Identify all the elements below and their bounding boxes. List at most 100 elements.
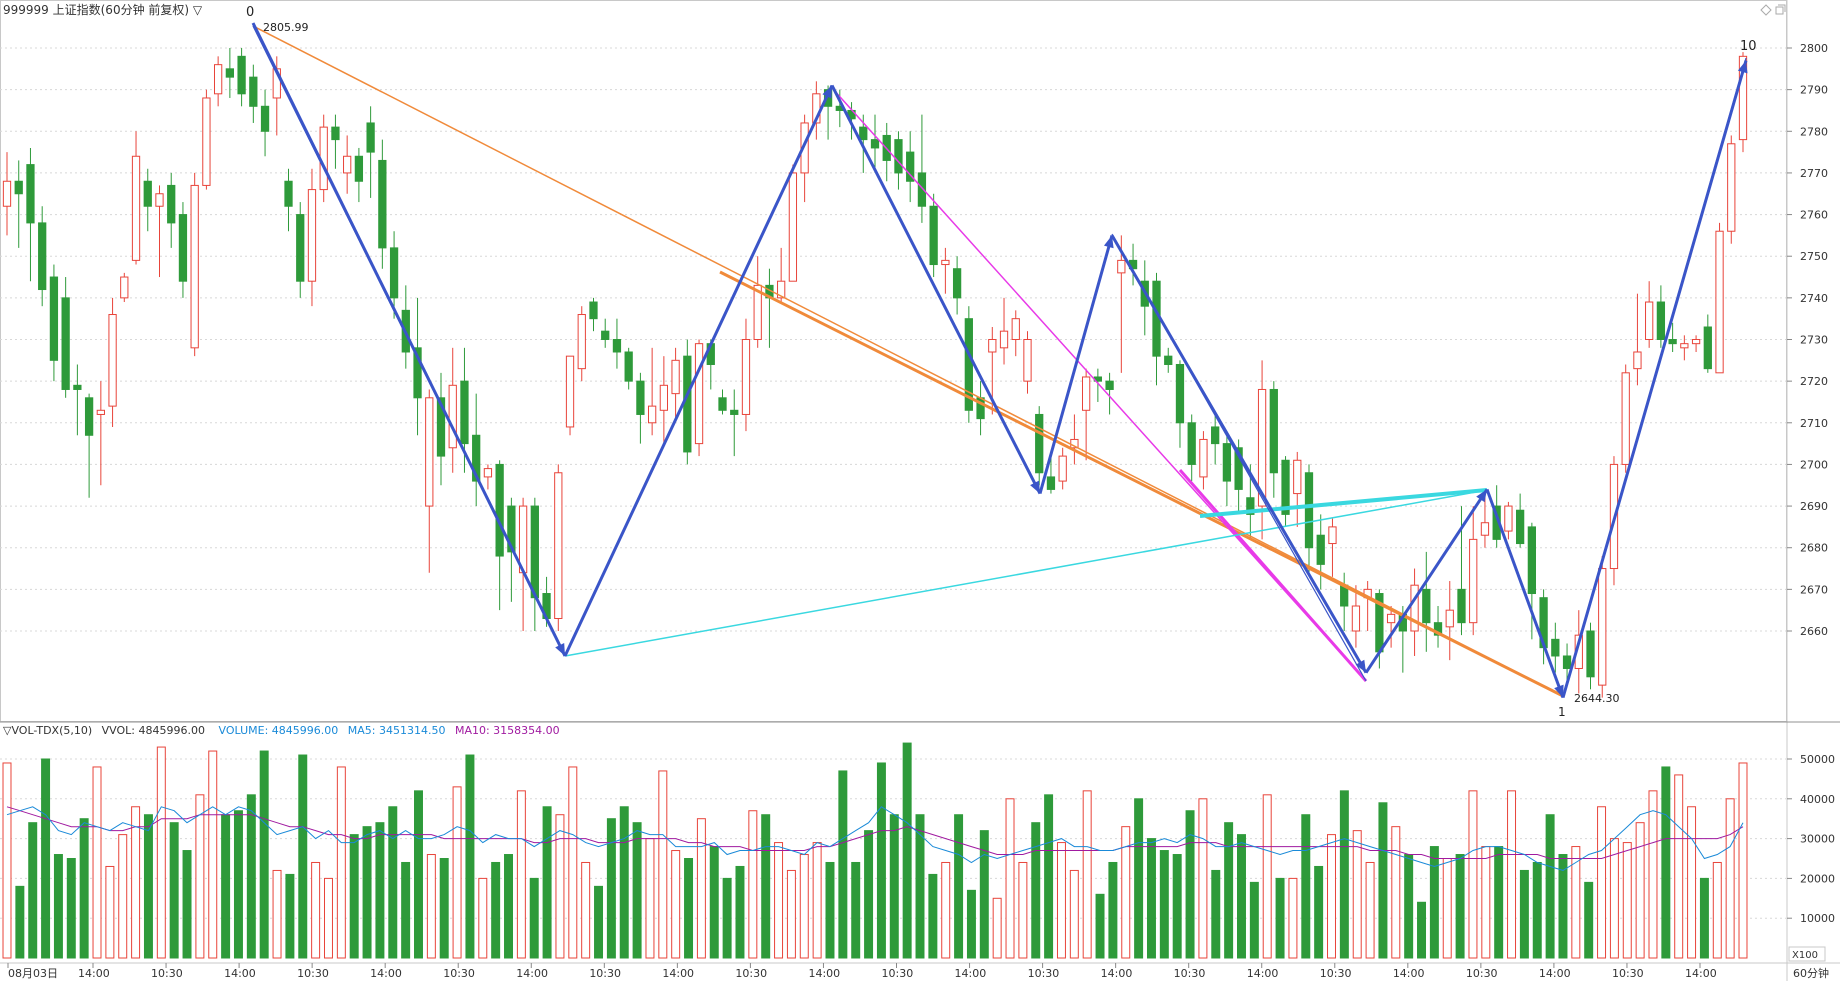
candle [202, 97, 211, 186]
volume-bar [606, 818, 616, 959]
wave-arrowhead [1030, 480, 1040, 494]
candle [1199, 438, 1208, 478]
candle [1046, 476, 1056, 490]
candle [1328, 526, 1337, 545]
volume-bar [1661, 766, 1671, 959]
candle [1738, 55, 1748, 141]
time-tick-label: 10:30 [1320, 967, 1352, 980]
candle [1211, 426, 1220, 445]
legend-vvol: VVOL: 4845996.00 [102, 724, 205, 737]
candle [1316, 534, 1325, 565]
candle [1081, 376, 1091, 411]
volume-bar [992, 897, 1002, 959]
candle [1621, 372, 1630, 465]
time-tick-label: 10:30 [589, 967, 621, 980]
candle [448, 384, 457, 449]
volume-bar [426, 854, 436, 959]
volume-bar [1738, 762, 1748, 959]
candle [859, 126, 868, 141]
time-tick-label: 14:00 [662, 967, 694, 980]
candle [1281, 459, 1290, 515]
volume-bar [1108, 861, 1118, 959]
volume-tick-label: 10000 [1800, 912, 1835, 925]
candle [331, 126, 340, 141]
candle [413, 347, 422, 399]
volume-bar [336, 766, 346, 959]
volume-bar [594, 885, 604, 959]
candle [460, 380, 469, 445]
volume-bar [105, 865, 115, 959]
candle [1187, 422, 1196, 465]
volume-bar [696, 818, 706, 959]
volume-bar [1044, 794, 1054, 959]
wave-segment [1485, 488, 1565, 699]
candle [671, 359, 680, 395]
volume-bar [1571, 846, 1581, 959]
wave-arrowhead [1355, 659, 1366, 673]
volume-bar [465, 754, 475, 959]
wave-segment [563, 84, 834, 657]
candle [26, 164, 35, 224]
wave-label-low: 1 [1558, 705, 1566, 719]
candle [120, 276, 129, 299]
candle [1598, 568, 1607, 686]
magenta-trend-line-thick [1178, 469, 1368, 682]
volume-bar [1224, 822, 1234, 959]
volume-bar [311, 861, 321, 959]
volume-bar [195, 794, 205, 959]
volume-bar-series [2, 742, 1748, 959]
volume-bar [1378, 802, 1388, 959]
price-tick-label: 2660 [1800, 625, 1828, 638]
candle [1246, 497, 1255, 515]
volume-tick-label: 40000 [1800, 793, 1835, 806]
diamond-icon[interactable] [1760, 4, 1772, 16]
volume-bar [941, 861, 951, 959]
candle [636, 380, 645, 415]
time-tick-label: 10:30 [1612, 967, 1644, 980]
time-tick-label: 10:30 [151, 967, 183, 980]
volume-bar [1082, 790, 1092, 959]
candle [1269, 388, 1278, 474]
candle [1410, 584, 1419, 632]
cyan-trend-line-thick [1199, 488, 1488, 518]
candle [213, 64, 223, 95]
legend-volume: VOLUME: 4845996.00 [219, 724, 339, 737]
time-tick-label: 10:30 [297, 967, 329, 980]
candle [1504, 505, 1513, 532]
candle [1480, 522, 1490, 536]
candle [1234, 447, 1243, 490]
candle [1035, 413, 1044, 474]
candle [917, 172, 927, 207]
volume-bar [1327, 834, 1336, 959]
volume-bar [2, 762, 12, 959]
time-tick-label: 14:00 [370, 967, 402, 980]
candle [683, 355, 692, 453]
time-tick-label: 08月03日 [8, 967, 58, 980]
candle [753, 284, 762, 341]
price-tick-label: 2670 [1800, 583, 1828, 596]
time-tick-label: 10:30 [1174, 967, 1206, 980]
volume-bar [1198, 798, 1208, 959]
candle [1422, 588, 1431, 624]
volume-bar [1249, 881, 1259, 959]
volume-bar [979, 830, 989, 959]
candle [530, 505, 539, 599]
volume-bar [414, 790, 423, 959]
price-axis-ticks: 2800 2790 2780 2770 2760 2750 2740 2730 2720 2710… [1787, 42, 1828, 638]
candle [1445, 609, 1454, 628]
volume-bar [581, 861, 591, 959]
candle [1304, 472, 1314, 549]
volume-bar [529, 877, 539, 959]
candle [1656, 301, 1666, 340]
volume-ma10-line [6, 806, 1744, 859]
restore-window-icon[interactable] [1775, 4, 1786, 15]
candle [1164, 355, 1173, 365]
time-tick-label: 14:00 [808, 967, 840, 980]
volume-unit-box [1788, 946, 1826, 962]
volume-bar [1391, 826, 1401, 959]
price-tick-label: 2750 [1800, 250, 1828, 263]
candle [1117, 259, 1126, 274]
period-label[interactable]: 60分钟 [1793, 966, 1829, 980]
volume-bar [41, 758, 51, 959]
